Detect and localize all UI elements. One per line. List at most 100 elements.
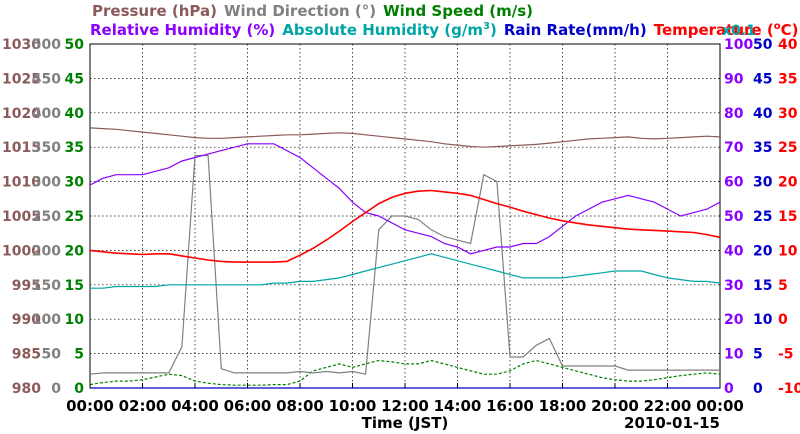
tick-label: 35 [778, 71, 797, 87]
tick-label: 0 [724, 381, 734, 397]
series-line [89, 189, 721, 263]
tick-label: 40 [724, 243, 744, 259]
tick-label: -10 [778, 381, 800, 397]
date-label: 2010-01-15 [624, 414, 720, 432]
tick-label: 0 [74, 381, 84, 397]
legend-entry: Rain Rate(mm/h) [504, 21, 647, 39]
tick-label: 40 [778, 37, 798, 53]
series-line [89, 127, 721, 148]
legend-superscript: o [774, 21, 781, 32]
tick-label: 995 [12, 278, 41, 294]
tick-label: 50 [724, 209, 744, 225]
x-tick-label: 16:00 [486, 397, 534, 415]
x-tick-label: 00:00 [696, 397, 744, 415]
series-line [89, 359, 721, 386]
tick-label: 90 [724, 71, 744, 87]
left-axes: 9809859909951000100510101015102010251030… [2, 37, 84, 397]
legend-entry: Relative Humidity (%) [90, 21, 275, 39]
tick-label: 150 [32, 278, 61, 294]
x-tick-label: 12:00 [381, 397, 429, 415]
tick-label: 30 [724, 278, 744, 294]
tick-label: 45 [753, 71, 772, 87]
tick-label: 40 [65, 106, 85, 122]
tick-label: 1000 [2, 243, 41, 259]
tick-label: 100 [724, 37, 753, 53]
tick-label: 10 [724, 347, 744, 363]
tick-label: 25 [778, 140, 797, 156]
tick-label: 35 [65, 140, 84, 156]
x-tick-label: 00:00 [66, 397, 114, 415]
header-line-1: Pressure (hPa) Wind Direction (°) Wind Spe… [92, 2, 533, 20]
grid [90, 44, 720, 388]
tick-label: 50 [42, 347, 62, 363]
tick-label: 1005 [2, 209, 41, 225]
series-line [89, 154, 720, 375]
header-line-2: Relative Humidity (%) Absolute Humidity (… [90, 21, 798, 39]
legend-entry: Wind Direction (°) [224, 2, 376, 20]
x-tick-label: 08:00 [276, 397, 324, 415]
tick-label: 450 [32, 71, 61, 87]
x-tick-label: 06:00 [224, 397, 272, 415]
tick-label: 30 [778, 106, 798, 122]
tick-label: 0 [51, 381, 61, 397]
tick-label: 0 [778, 312, 788, 328]
x-tick-label: 04:00 [171, 397, 219, 415]
scale-note: x0.1 [722, 23, 756, 39]
series-line [90, 253, 721, 289]
tick-label: 10 [778, 243, 798, 259]
tick-label: 5 [74, 347, 84, 363]
legend-tail: ) [490, 21, 497, 39]
legend-superscript: 3 [483, 21, 490, 32]
tick-label: 350 [32, 140, 61, 156]
tick-label: 15 [778, 209, 797, 225]
tick-label: 20 [778, 175, 798, 191]
right-axes: 0102030405060708090100051015202530354045… [724, 37, 800, 397]
tick-label: 200 [32, 243, 61, 259]
x-tick-label: 14:00 [434, 397, 482, 415]
tick-label: 30 [753, 175, 773, 191]
legend-entry: Absolute Humidity (g/m [282, 21, 483, 39]
x-tick-label: 18:00 [539, 397, 587, 415]
tick-label: 985 [12, 347, 41, 363]
tick-label: 990 [12, 312, 41, 328]
tick-label: 500 [32, 37, 61, 53]
tick-label: 1030 [2, 37, 41, 53]
tick-label: 5 [753, 347, 763, 363]
tick-label: 50 [65, 37, 85, 53]
x-axis-title: Time (JST) [362, 414, 449, 432]
tick-label: 10 [65, 312, 85, 328]
tick-label: 5 [778, 278, 788, 294]
legend-tail: C) [781, 21, 799, 39]
tick-label: 20 [753, 243, 773, 259]
tick-label: 25 [753, 209, 772, 225]
tick-label: 1020 [2, 106, 41, 122]
tick-label: 70 [724, 140, 744, 156]
x-tick-label: 02:00 [119, 397, 167, 415]
x-tick-label: 10:00 [329, 397, 377, 415]
tick-label: 80 [724, 106, 744, 122]
tick-label: 10 [753, 312, 773, 328]
tick-label: 0 [753, 381, 763, 397]
legend-entry: Temperature ( [654, 21, 774, 39]
tick-label: 15 [65, 278, 84, 294]
tick-label: 300 [32, 175, 61, 191]
tick-label: 400 [32, 106, 61, 122]
tick-label: 100 [32, 312, 61, 328]
tick-label: 30 [65, 175, 85, 191]
tick-label: 250 [32, 209, 61, 225]
legend-entry: Wind Speed (m/s) [383, 2, 533, 20]
tick-label: 45 [65, 71, 84, 87]
tick-label: 20 [65, 243, 85, 259]
legend-entry: Pressure (hPa) [92, 2, 217, 20]
tick-label: 1015 [2, 140, 41, 156]
x-tick-label: 22:00 [644, 397, 692, 415]
tick-label: 980 [12, 381, 41, 397]
tick-label: 40 [753, 106, 773, 122]
tick-label: 60 [724, 175, 744, 191]
tick-label: 35 [753, 140, 772, 156]
tick-label: 50 [753, 37, 773, 53]
tick-label: 1025 [2, 71, 41, 87]
tick-label: 25 [65, 209, 84, 225]
tick-label: 1010 [2, 175, 41, 191]
